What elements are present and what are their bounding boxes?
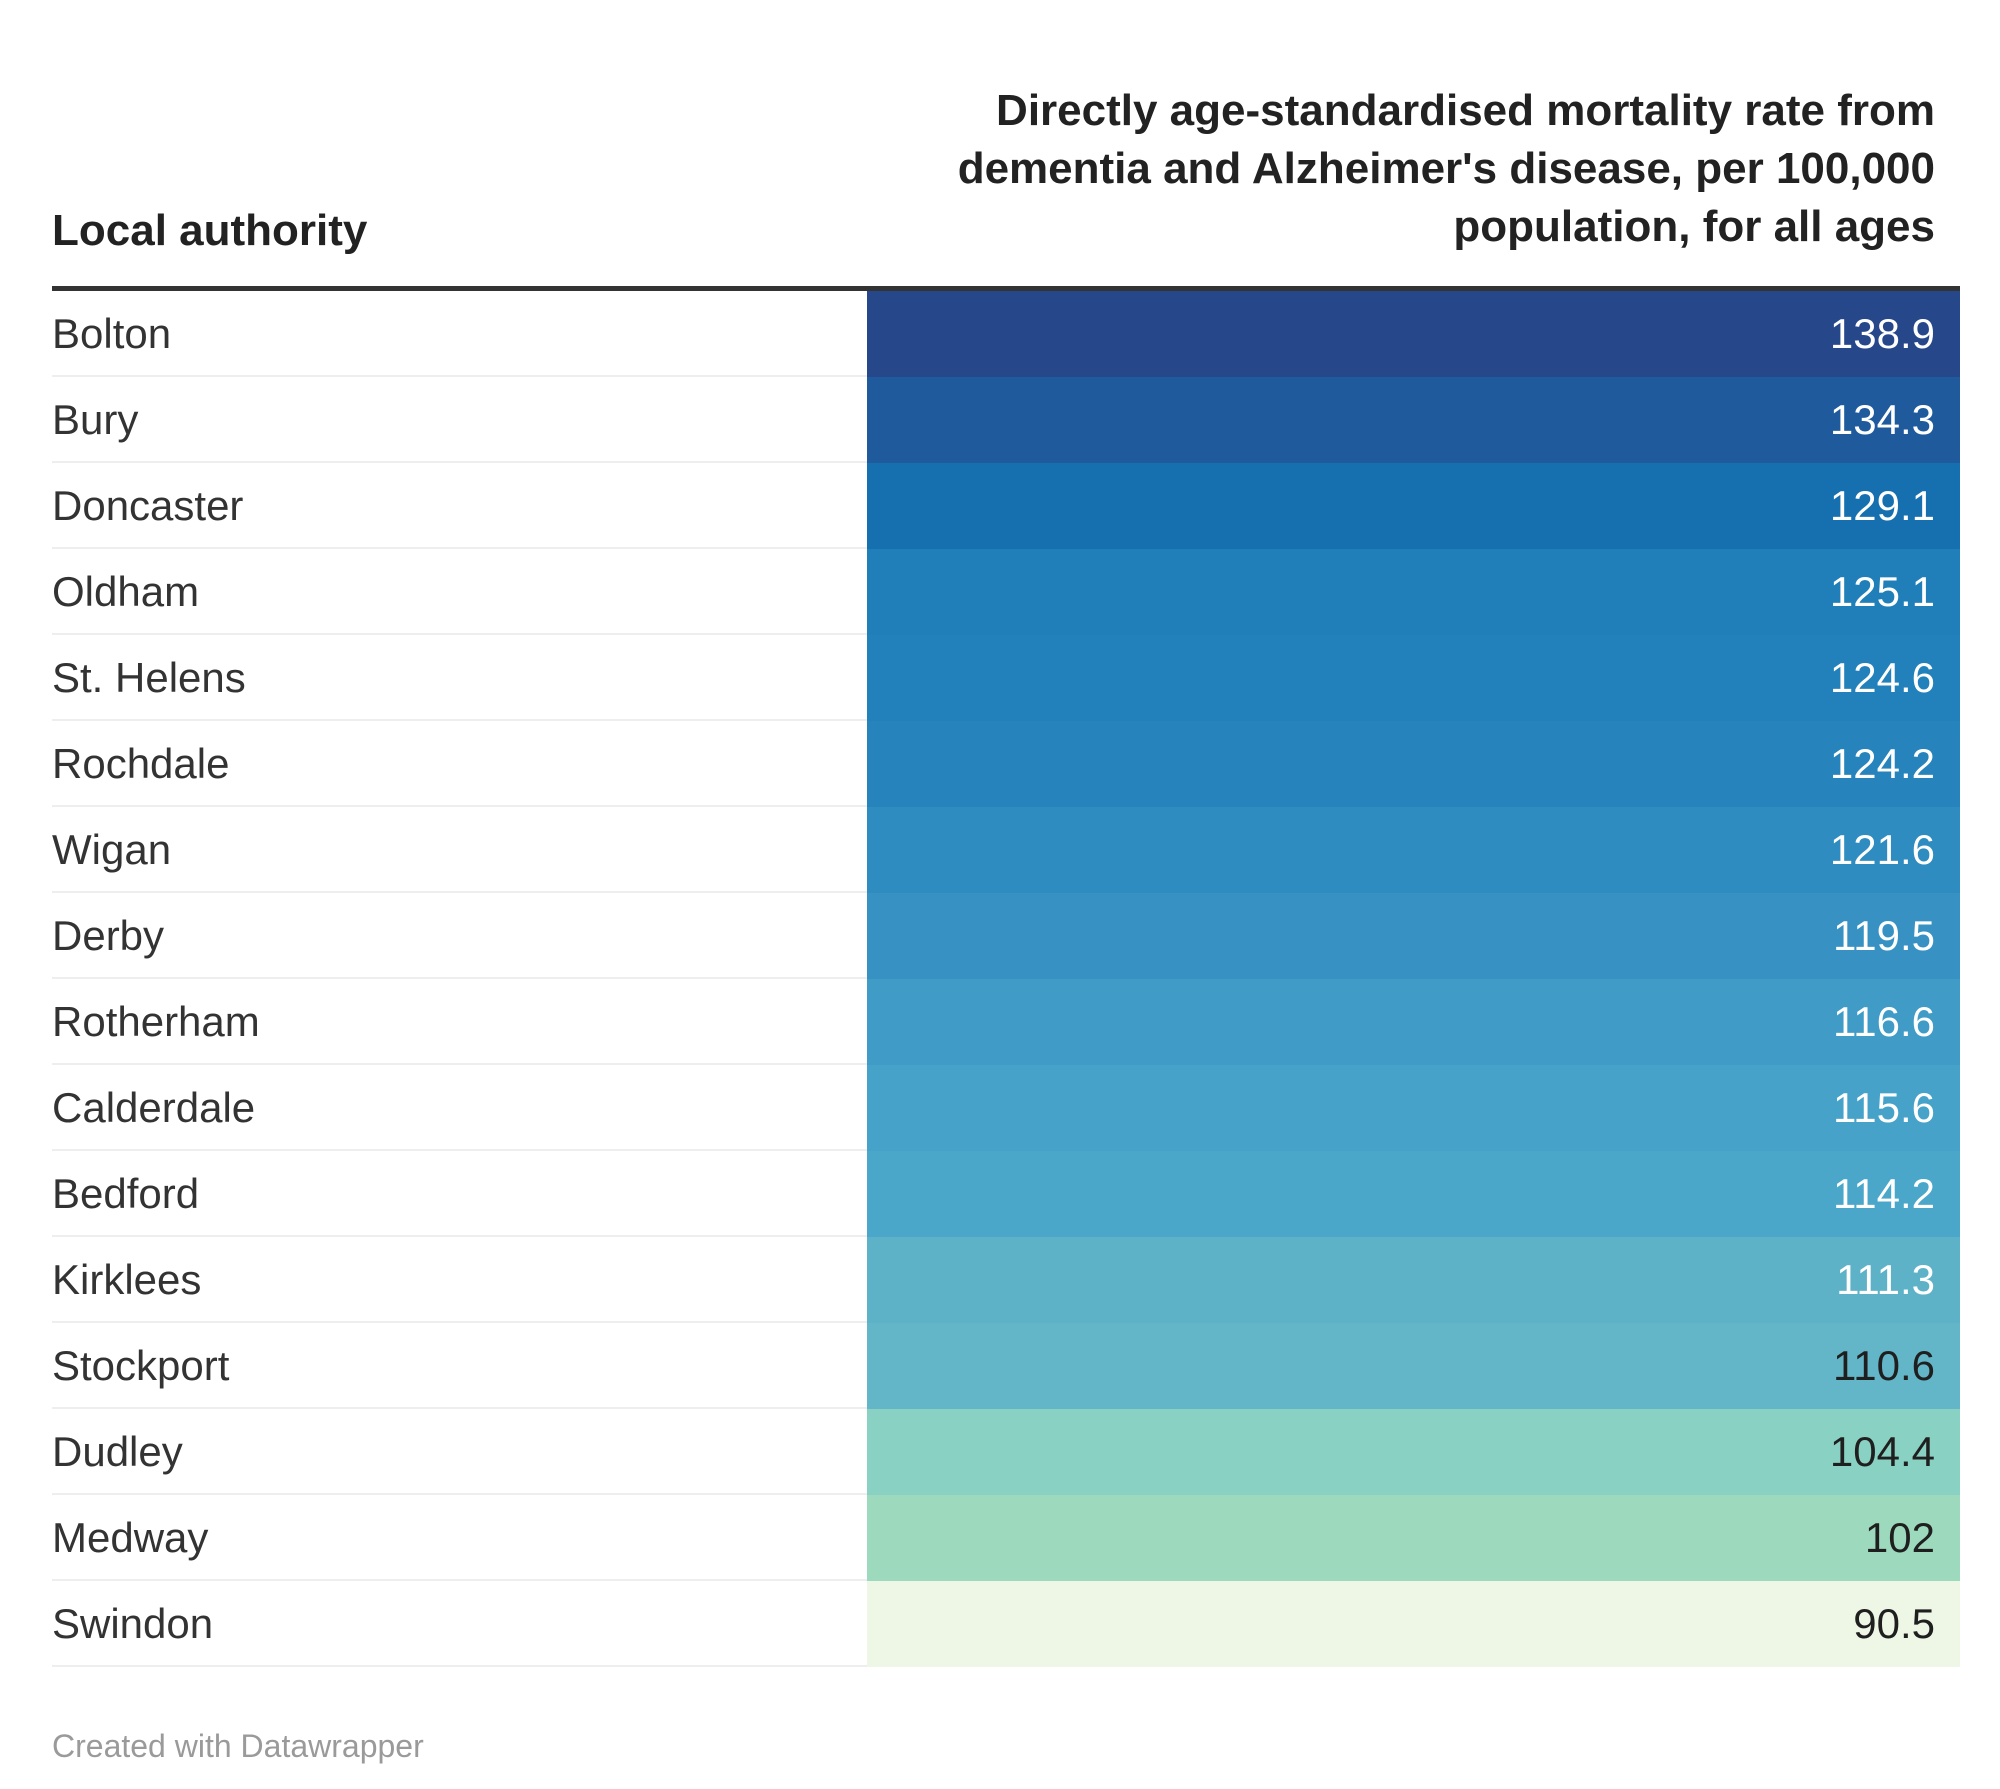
- table-row: St. Helens 124.6: [52, 635, 1960, 721]
- value-cell: 124.6: [867, 635, 1960, 721]
- value-label: 102: [1864, 1514, 1935, 1561]
- row-label: Bedford: [52, 1170, 200, 1217]
- table-row: Bolton 138.9: [52, 291, 1960, 377]
- row-label: Oldham: [52, 568, 200, 615]
- value-label: 90.5: [1853, 1600, 1935, 1647]
- table-row: Calderdale 115.6: [52, 1065, 1960, 1151]
- value-label: 121.6: [1829, 826, 1935, 873]
- table-row: Swindon 90.5: [52, 1581, 1960, 1667]
- value-label: 125.1: [1829, 568, 1935, 615]
- row-label: Stockport: [52, 1342, 230, 1389]
- row-label: Medway: [52, 1514, 209, 1561]
- value-label: 119.5: [1833, 912, 1935, 959]
- value-label: 134.3: [1829, 396, 1935, 443]
- value-cell: 125.1: [867, 549, 1960, 635]
- value-cell: 90.5: [867, 1581, 1960, 1667]
- value-cell: 138.9: [867, 291, 1960, 377]
- table-row: Wigan 121.6: [52, 807, 1960, 893]
- value-label: 114.2: [1833, 1170, 1935, 1217]
- value-label: 111.3: [1836, 1256, 1935, 1303]
- row-label: Kirklees: [52, 1256, 202, 1303]
- row-label: Doncaster: [52, 482, 244, 529]
- credit-footer: Created with Datawrapper: [52, 1728, 424, 1764]
- value-label: 115.6: [1833, 1084, 1935, 1131]
- row-label: Rotherham: [52, 998, 260, 1045]
- value-cell: 129.1: [867, 463, 1960, 549]
- value-label: 116.6: [1833, 998, 1935, 1045]
- value-cell: 121.6: [867, 807, 1960, 893]
- table-header: Local authority Directly age-standardise…: [52, 80, 1960, 291]
- table-row: Kirklees 111.3: [52, 1237, 1960, 1323]
- table-row: Medway 102: [52, 1495, 1960, 1581]
- table-row: Rochdale 124.2: [52, 721, 1960, 807]
- value-label: 124.2: [1829, 740, 1935, 787]
- data-table: Local authority Directly age-standardise…: [52, 80, 1960, 1667]
- value-cell: 110.6: [867, 1323, 1960, 1409]
- value-cell: 102: [867, 1495, 1960, 1581]
- row-label: St. Helens: [52, 654, 246, 701]
- table-body: Bolton 138.9 Bury 134.3 Doncaster 129.1 Oldham…: [52, 291, 1960, 1667]
- value-cell: 116.6: [867, 979, 1960, 1065]
- value-cell: 104.4: [867, 1409, 1960, 1495]
- row-label: Bolton: [52, 310, 172, 357]
- value-cell: 114.2: [867, 1151, 1960, 1237]
- row-label: Derby: [52, 912, 165, 959]
- row-label: Bury: [52, 396, 139, 443]
- value-label: 104.4: [1829, 1428, 1935, 1475]
- table-row: Stockport 110.6: [52, 1323, 1960, 1409]
- table-row: Derby 119.5: [52, 893, 1960, 979]
- value-label: 129.1: [1829, 482, 1935, 529]
- column-header-local-authority: Local authority: [52, 206, 368, 255]
- value-label: 110.6: [1833, 1342, 1935, 1389]
- row-label: Wigan: [52, 826, 172, 873]
- value-cell: 124.2: [867, 721, 1960, 807]
- row-label: Swindon: [52, 1600, 214, 1647]
- table-row: Dudley 104.4: [52, 1409, 1960, 1495]
- table-row: Doncaster 129.1: [52, 463, 1960, 549]
- value-label: 138.9: [1829, 310, 1935, 357]
- row-label: Dudley: [52, 1428, 183, 1475]
- row-label: Calderdale: [52, 1084, 256, 1131]
- table-row: Bedford 114.2: [52, 1151, 1960, 1237]
- table-row: Rotherham 116.6: [52, 979, 1960, 1065]
- table-row: Bury 134.3: [52, 377, 1960, 463]
- table-row: Oldham 125.1: [52, 549, 1960, 635]
- value-cell: 134.3: [867, 377, 1960, 463]
- value-cell: 111.3: [867, 1237, 1960, 1323]
- value-cell: 119.5: [867, 893, 1960, 979]
- column-header-mortality-rate: Directly age-standardised mortality rate…: [957, 86, 1935, 251]
- value-label: 124.6: [1829, 654, 1935, 701]
- row-label: Rochdale: [52, 740, 230, 787]
- value-cell: 115.6: [867, 1065, 1960, 1151]
